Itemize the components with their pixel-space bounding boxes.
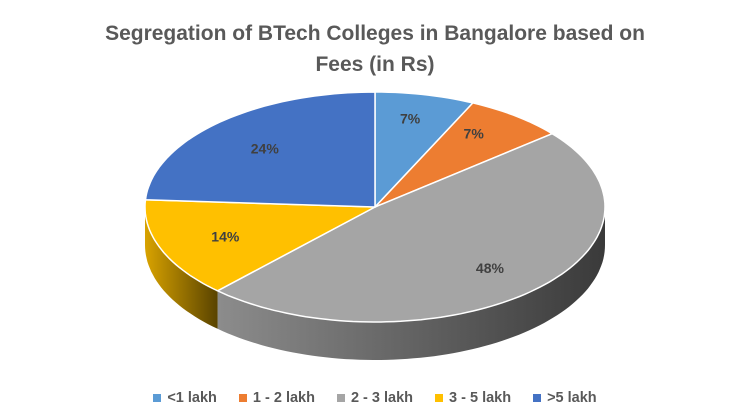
- data-label: 48%: [476, 260, 505, 276]
- data-label: 24%: [251, 140, 280, 156]
- pie-slice: [374, 102, 554, 208]
- chart-title-line-2: Fees (in Rs): [315, 53, 435, 76]
- legend-swatch: [336, 394, 345, 402]
- data-label: 7%: [464, 125, 485, 141]
- legend-swatch: [435, 394, 444, 402]
- legend-label: <1 lakh: [167, 390, 217, 406]
- data-label: 14%: [211, 229, 240, 245]
- pie-slice-side: [217, 207, 605, 360]
- pie-slice: [144, 199, 378, 292]
- legend-label: 1 - 2 lakh: [252, 390, 315, 406]
- legend-label: 2 - 3 lakh: [350, 390, 414, 406]
- legend-swatch: [533, 394, 542, 402]
- pie-slice: [374, 91, 475, 209]
- legend-item: 1 - 2 lakh: [238, 390, 315, 406]
- legend-label: 3 - 5 lakh: [449, 390, 512, 406]
- legend-swatch: [238, 394, 247, 402]
- pie-slice-side: [145, 207, 218, 329]
- legend-label: >5 lakh: [547, 390, 597, 406]
- data-label: 7%: [400, 110, 421, 126]
- legend-swatch: [153, 394, 162, 402]
- pie-slice: [144, 91, 376, 208]
- legend-item: >5 lakh: [533, 390, 597, 406]
- pie-slice: [215, 132, 606, 323]
- chart-title-line-1: Segregation of BTech Colleges in Bangalo…: [105, 22, 645, 45]
- legend: <1 lakh 1 - 2 lakh 2 - 3 lakh 3 - 5 lakh…: [0, 390, 750, 406]
- chart-title: Segregation of BTech Colleges in Bangalo…: [0, 18, 750, 80]
- legend-item: 3 - 5 lakh: [435, 390, 511, 406]
- legend-item: 2 - 3 lakh: [336, 390, 414, 406]
- legend-item: <1 lakh: [153, 390, 217, 406]
